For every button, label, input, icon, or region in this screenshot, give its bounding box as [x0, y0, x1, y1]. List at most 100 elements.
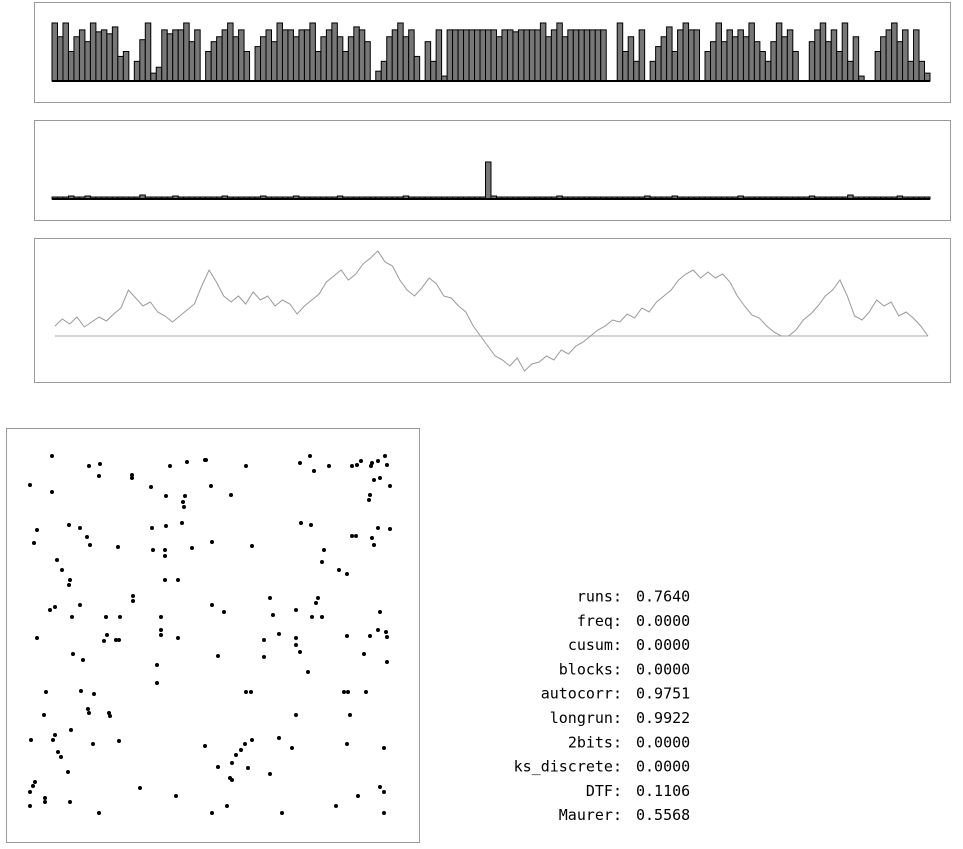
point	[176, 636, 180, 640]
bar	[819, 22, 827, 82]
point	[310, 615, 314, 619]
bar	[512, 31, 519, 82]
bar	[891, 22, 898, 82]
bar	[468, 29, 476, 82]
stat-label: DTF:	[586, 782, 622, 800]
bar	[292, 36, 300, 82]
bar	[391, 29, 399, 82]
point	[345, 572, 349, 576]
bar	[463, 29, 470, 82]
bar	[594, 29, 602, 82]
bar	[452, 29, 459, 82]
point	[376, 628, 380, 632]
point	[88, 543, 92, 547]
bar	[386, 36, 393, 82]
bar	[495, 36, 503, 82]
point	[320, 560, 324, 564]
stat-value: 0.0000	[636, 660, 690, 678]
bar	[221, 29, 229, 82]
point	[114, 638, 118, 642]
point	[28, 804, 32, 808]
bar	[775, 22, 783, 82]
bar	[528, 29, 536, 82]
point	[108, 714, 112, 718]
point	[68, 800, 72, 804]
bar	[534, 29, 541, 82]
point	[280, 811, 284, 815]
point	[354, 534, 358, 538]
bar	[814, 29, 821, 82]
bar	[913, 29, 920, 82]
bar	[825, 41, 832, 82]
point	[104, 615, 108, 619]
bar	[172, 29, 179, 82]
bar	[830, 29, 838, 82]
point	[262, 638, 266, 642]
bar	[485, 29, 492, 82]
point	[364, 690, 368, 694]
point	[244, 464, 248, 468]
point	[97, 474, 101, 478]
point	[102, 639, 106, 643]
bar	[649, 60, 657, 82]
bar	[287, 29, 294, 82]
bar	[62, 22, 69, 82]
point	[78, 603, 82, 607]
bar	[325, 29, 333, 82]
point	[174, 794, 178, 798]
bar	[150, 72, 157, 82]
bar	[638, 29, 646, 82]
point	[345, 634, 349, 638]
point	[246, 766, 250, 770]
bar	[759, 51, 766, 82]
bar	[413, 55, 421, 82]
point	[164, 524, 168, 528]
bar	[117, 55, 124, 82]
bar	[748, 22, 755, 82]
panel	[34, 238, 951, 383]
bar	[67, 51, 75, 82]
stat-label: cusum:	[568, 636, 622, 654]
bar	[89, 22, 97, 82]
point	[244, 690, 248, 694]
bar	[232, 36, 240, 82]
bar	[78, 29, 86, 82]
point	[367, 498, 371, 502]
point	[203, 744, 207, 748]
point	[250, 544, 254, 548]
stat-label: ks_discrete:	[514, 758, 622, 776]
point	[234, 753, 238, 757]
bar	[106, 33, 113, 82]
point	[268, 596, 272, 600]
point	[277, 736, 281, 740]
bar	[84, 41, 91, 82]
point	[355, 463, 359, 467]
point	[33, 780, 37, 784]
stat-value: 0.0000	[636, 733, 690, 751]
point	[86, 707, 90, 711]
panel	[34, 120, 951, 221]
bar	[111, 26, 119, 82]
bar	[188, 41, 196, 82]
bar	[578, 29, 585, 82]
point	[97, 811, 101, 815]
bar	[133, 60, 141, 82]
point	[32, 541, 36, 545]
point	[209, 484, 213, 488]
bar	[677, 29, 684, 82]
bar	[194, 29, 201, 82]
bar	[298, 29, 305, 82]
point	[372, 478, 376, 482]
point	[92, 692, 96, 696]
point	[372, 543, 376, 547]
stat-label: Maurer:	[559, 806, 622, 824]
bar	[309, 22, 316, 82]
point	[155, 681, 159, 685]
bar	[73, 36, 80, 82]
bar	[556, 22, 563, 82]
point	[35, 528, 39, 532]
bar	[666, 26, 673, 82]
stat-label: 2bits:	[568, 733, 622, 751]
bar	[600, 29, 607, 82]
bar	[51, 22, 58, 82]
